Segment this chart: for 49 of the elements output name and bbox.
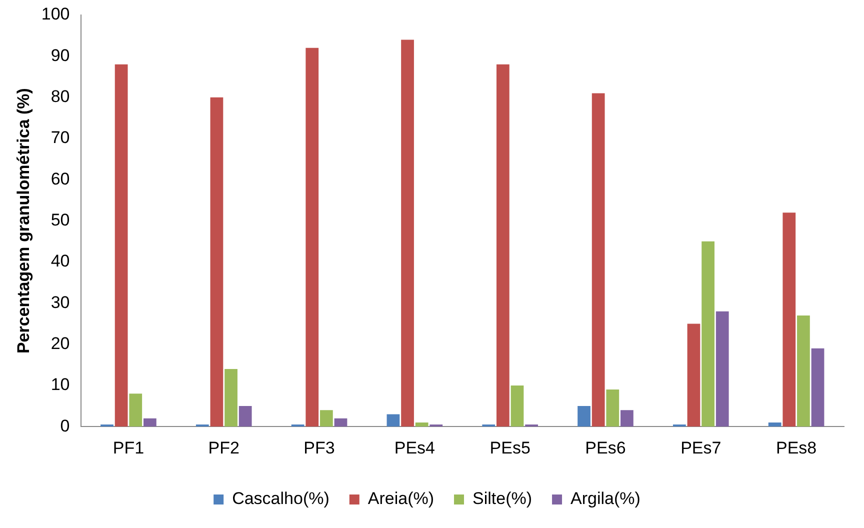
bar — [578, 406, 590, 427]
x-tick-label: PEs8 — [776, 438, 817, 458]
y-tick-label: 60 — [50, 169, 70, 188]
x-tick-label: PEs6 — [585, 438, 626, 458]
y-tick-label: 10 — [50, 375, 70, 394]
bar — [114, 64, 128, 427]
bar — [768, 422, 782, 427]
x-tick-label: PEs5 — [490, 438, 530, 458]
bar — [415, 422, 428, 427]
bar — [797, 315, 810, 427]
x-tick-label: PF1 — [112, 438, 144, 458]
bar — [716, 311, 729, 427]
bar — [224, 368, 238, 427]
bar — [210, 97, 224, 427]
bar — [592, 93, 605, 427]
legend-label: Areia(%) — [368, 489, 434, 508]
bar — [320, 410, 333, 427]
bar — [782, 212, 796, 427]
legend-label: Silte(%) — [472, 489, 532, 508]
x-tick-label: PEs7 — [680, 438, 722, 458]
bar — [687, 324, 700, 427]
bar — [496, 64, 510, 427]
bar — [401, 40, 414, 427]
y-tick-label: 70 — [50, 128, 70, 148]
bar — [143, 418, 156, 427]
bar — [811, 348, 824, 427]
y-tick-label: 80 — [50, 87, 70, 106]
y-tick-label: 40 — [50, 252, 70, 271]
y-tick-label: 30 — [50, 292, 70, 312]
bar — [606, 390, 620, 427]
bar — [510, 385, 524, 427]
legend-label: Cascalho(%) — [232, 489, 330, 508]
y-tick-label: 0 — [60, 416, 70, 436]
bar — [306, 48, 319, 427]
bar — [129, 394, 142, 427]
bar — [702, 241, 714, 427]
legend-label: Argila(%) — [570, 489, 640, 508]
bar — [334, 418, 348, 427]
x-tick-label: PEs4 — [394, 438, 435, 458]
x-tick-label: PF3 — [304, 438, 335, 458]
bar — [238, 406, 252, 427]
x-tick-label: PF2 — [208, 438, 240, 458]
bar — [620, 410, 634, 427]
y-tick-label: 90 — [50, 46, 70, 65]
y-tick-label: 100 — [41, 4, 70, 24]
y-tick-label: 50 — [50, 210, 70, 230]
bar — [386, 414, 400, 427]
y-tick-label: 20 — [50, 334, 70, 353]
y-axis-title: Percentagem granulométrica (%) — [14, 88, 33, 354]
